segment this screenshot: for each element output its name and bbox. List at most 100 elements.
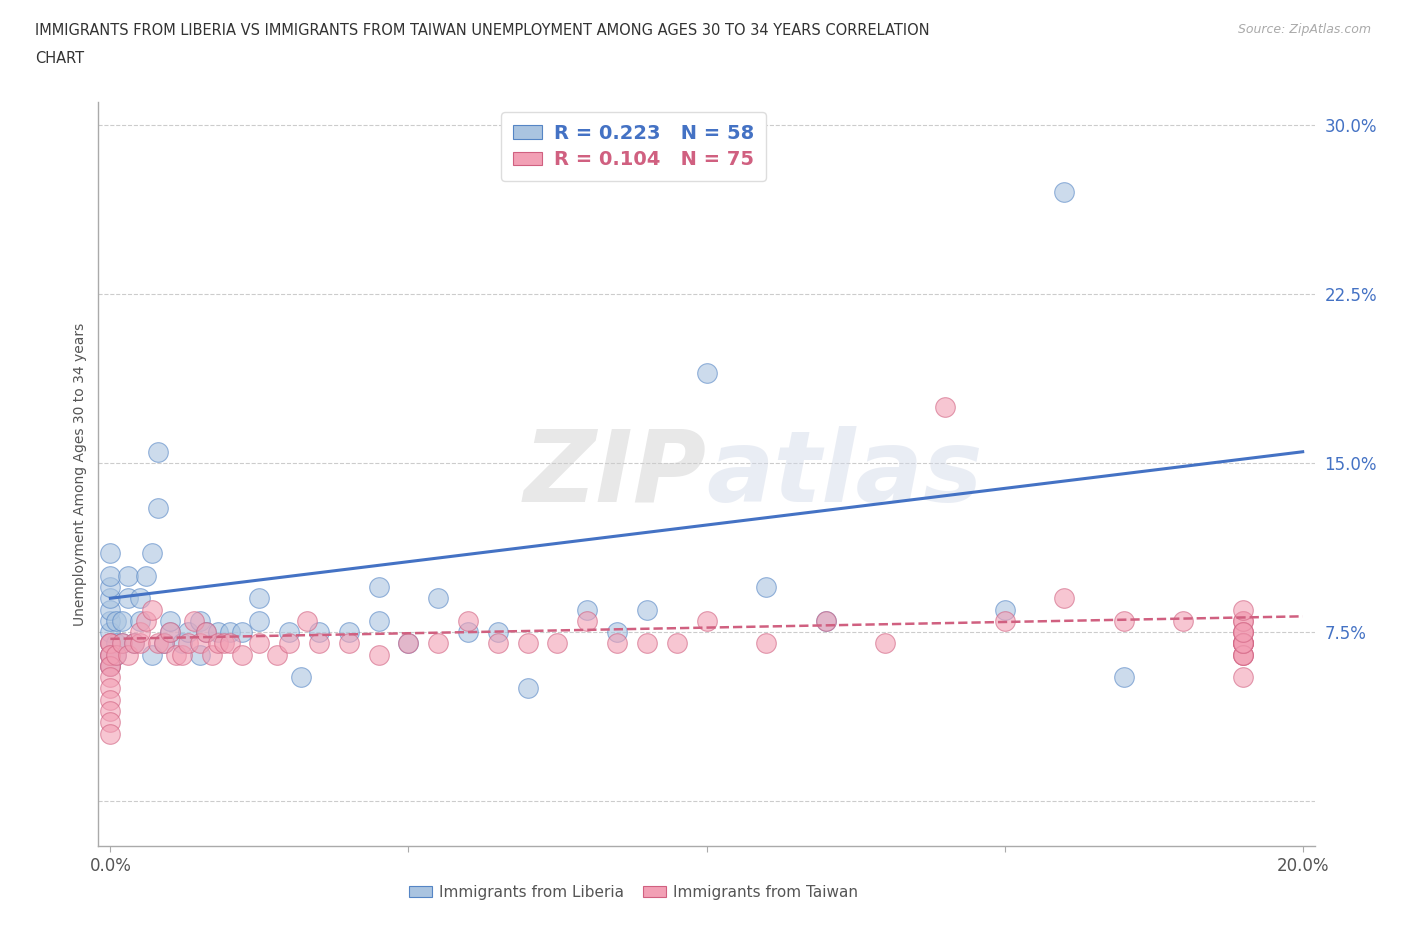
Point <box>696 365 718 380</box>
Point <box>98 647 121 662</box>
Point <box>98 726 121 741</box>
Point <box>135 614 157 629</box>
Point <box>129 625 152 640</box>
Point <box>153 636 176 651</box>
Point <box>98 658 121 673</box>
Point <box>516 681 538 696</box>
Text: IMMIGRANTS FROM LIBERIA VS IMMIGRANTS FROM TAIWAN UNEMPLOYMENT AMONG AGES 30 TO : IMMIGRANTS FROM LIBERIA VS IMMIGRANTS FR… <box>35 23 929 38</box>
Point <box>1232 647 1254 662</box>
Point <box>105 614 128 629</box>
Point <box>636 602 658 617</box>
Point <box>1232 636 1254 651</box>
Point <box>308 625 330 640</box>
Point <box>427 636 450 651</box>
Point <box>188 614 211 629</box>
Point <box>141 602 163 617</box>
Point <box>696 614 718 629</box>
Point <box>231 625 253 640</box>
Point <box>98 579 121 594</box>
Point <box>170 647 193 662</box>
Point <box>247 614 270 629</box>
Point <box>295 614 318 629</box>
Point <box>427 591 450 605</box>
Point <box>159 625 181 640</box>
Point <box>606 636 628 651</box>
Point <box>337 625 360 640</box>
Point <box>165 647 187 662</box>
Point <box>188 647 211 662</box>
Point <box>98 614 121 629</box>
Point <box>247 636 270 651</box>
Point <box>122 636 145 651</box>
Point <box>994 602 1017 617</box>
Point <box>1232 670 1254 684</box>
Point <box>111 636 134 651</box>
Point <box>194 625 217 640</box>
Point <box>576 602 599 617</box>
Point <box>98 670 121 684</box>
Point <box>98 658 121 673</box>
Point <box>98 636 121 651</box>
Point <box>1232 602 1254 617</box>
Point <box>117 591 139 605</box>
Point <box>98 647 121 662</box>
Point <box>1232 625 1254 640</box>
Point <box>278 625 301 640</box>
Point <box>755 579 778 594</box>
Point <box>875 636 897 651</box>
Point <box>606 625 628 640</box>
Point <box>994 614 1017 629</box>
Text: Source: ZipAtlas.com: Source: ZipAtlas.com <box>1237 23 1371 36</box>
Point <box>111 614 134 629</box>
Point <box>367 614 389 629</box>
Point <box>486 625 509 640</box>
Point <box>1232 625 1254 640</box>
Point <box>636 636 658 651</box>
Point <box>278 636 301 651</box>
Point <box>194 625 217 640</box>
Point <box>1232 636 1254 651</box>
Point <box>159 614 181 629</box>
Point <box>934 399 956 414</box>
Point <box>212 636 235 651</box>
Point <box>105 636 128 651</box>
Point <box>105 647 128 662</box>
Point <box>396 636 419 651</box>
Point <box>177 625 200 640</box>
Point <box>129 591 152 605</box>
Point <box>98 636 121 651</box>
Legend: Immigrants from Liberia, Immigrants from Taiwan: Immigrants from Liberia, Immigrants from… <box>402 879 865 906</box>
Point <box>111 636 134 651</box>
Point <box>188 636 211 651</box>
Point <box>146 445 169 459</box>
Text: ZIP: ZIP <box>523 426 707 523</box>
Point <box>105 647 128 662</box>
Point <box>141 546 163 561</box>
Point <box>367 647 389 662</box>
Point <box>231 647 253 662</box>
Point <box>146 636 169 651</box>
Point <box>129 636 152 651</box>
Point <box>1232 614 1254 629</box>
Point <box>201 647 224 662</box>
Point <box>98 625 121 640</box>
Point <box>146 500 169 515</box>
Point <box>98 704 121 719</box>
Point <box>1112 614 1135 629</box>
Point <box>122 636 145 651</box>
Point <box>98 692 121 707</box>
Point <box>1232 614 1254 629</box>
Point <box>98 602 121 617</box>
Point <box>337 636 360 651</box>
Point <box>1053 185 1076 200</box>
Point <box>207 625 229 640</box>
Point <box>159 625 181 640</box>
Point <box>218 625 240 640</box>
Point <box>1232 636 1254 651</box>
Point <box>98 568 121 583</box>
Point <box>755 636 778 651</box>
Point <box>457 614 479 629</box>
Point <box>546 636 568 651</box>
Point <box>1053 591 1076 605</box>
Text: atlas: atlas <box>707 426 983 523</box>
